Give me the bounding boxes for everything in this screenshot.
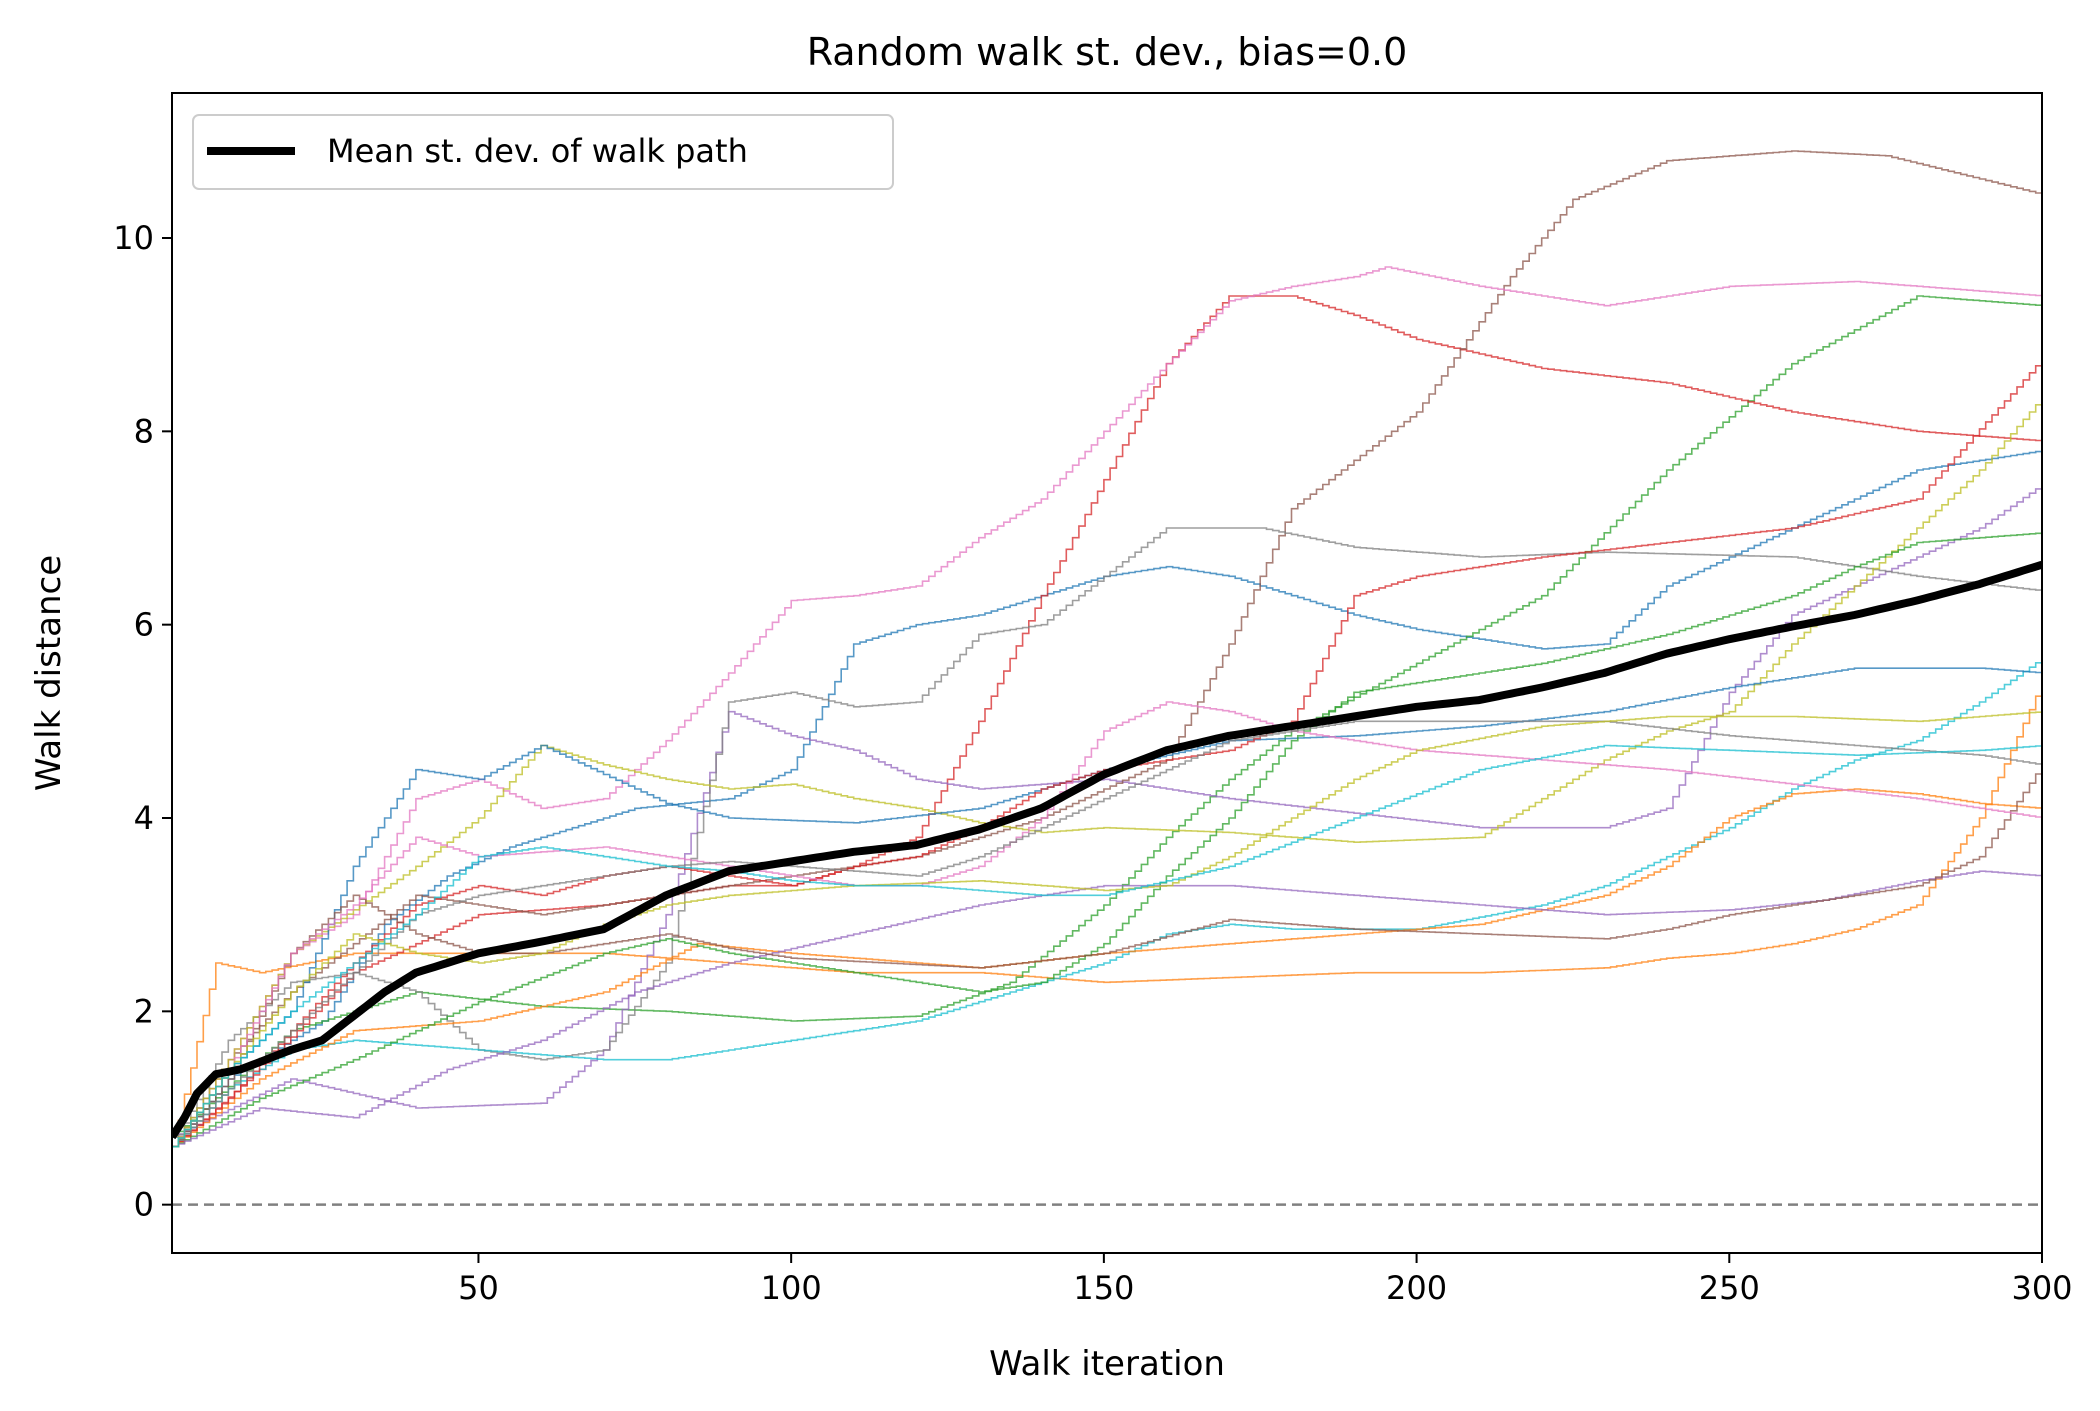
y-tick-label: 10 — [113, 219, 154, 257]
walk-series-line-20 — [172, 744, 2042, 1148]
legend: Mean st. dev. of walk path — [192, 114, 894, 190]
x-tick-label: 150 — [1073, 1269, 1134, 1307]
y-ticks: 0 2 4 6 8 10 — [113, 219, 172, 1224]
x-axis-label: Walk iteration — [989, 1344, 1225, 1384]
x-tick-label: 250 — [1699, 1269, 1760, 1307]
walk-series-line-15 — [172, 870, 2042, 1148]
x-tick-label: 50 — [458, 1269, 499, 1307]
plot-frame — [171, 92, 2043, 1254]
walk-series-line-18 — [172, 720, 2042, 1148]
x-ticks: 50 100 150 200 250 300 — [458, 1253, 2073, 1307]
legend-box — [192, 114, 894, 190]
x-tick-label: 300 — [2011, 1269, 2072, 1307]
walk-series-line-9 — [172, 397, 2042, 1148]
walk-series-line-19 — [172, 711, 2042, 1148]
mean-series-line — [172, 560, 2042, 1140]
x-tick-label: 200 — [1386, 1269, 1447, 1307]
mean-layer — [172, 560, 2042, 1140]
y-tick-label: 4 — [134, 799, 154, 837]
y-tick-label: 8 — [134, 412, 154, 450]
legend-label: Mean st. dev. of walk path — [327, 132, 748, 170]
y-tick-label: 2 — [134, 992, 154, 1030]
y-tick-label: 0 — [134, 1186, 154, 1224]
walk-series-line-4 — [172, 295, 2042, 1148]
walk-series-line-7 — [172, 266, 2042, 1148]
y-tick-label: 6 — [134, 606, 154, 644]
walk-series-line-5 — [172, 484, 2042, 1138]
x-tick-label: 100 — [761, 1269, 822, 1307]
walk-series-line-10 — [172, 658, 2042, 1148]
walk-series-line-6 — [172, 150, 2042, 1148]
y-axis-label: Walk distance — [29, 555, 69, 791]
chart-title: Random walk st. dev., bias=0.0 — [807, 30, 1408, 74]
walk-series-line-8 — [172, 527, 2042, 1148]
walk-series-line-13 — [172, 532, 2042, 1148]
